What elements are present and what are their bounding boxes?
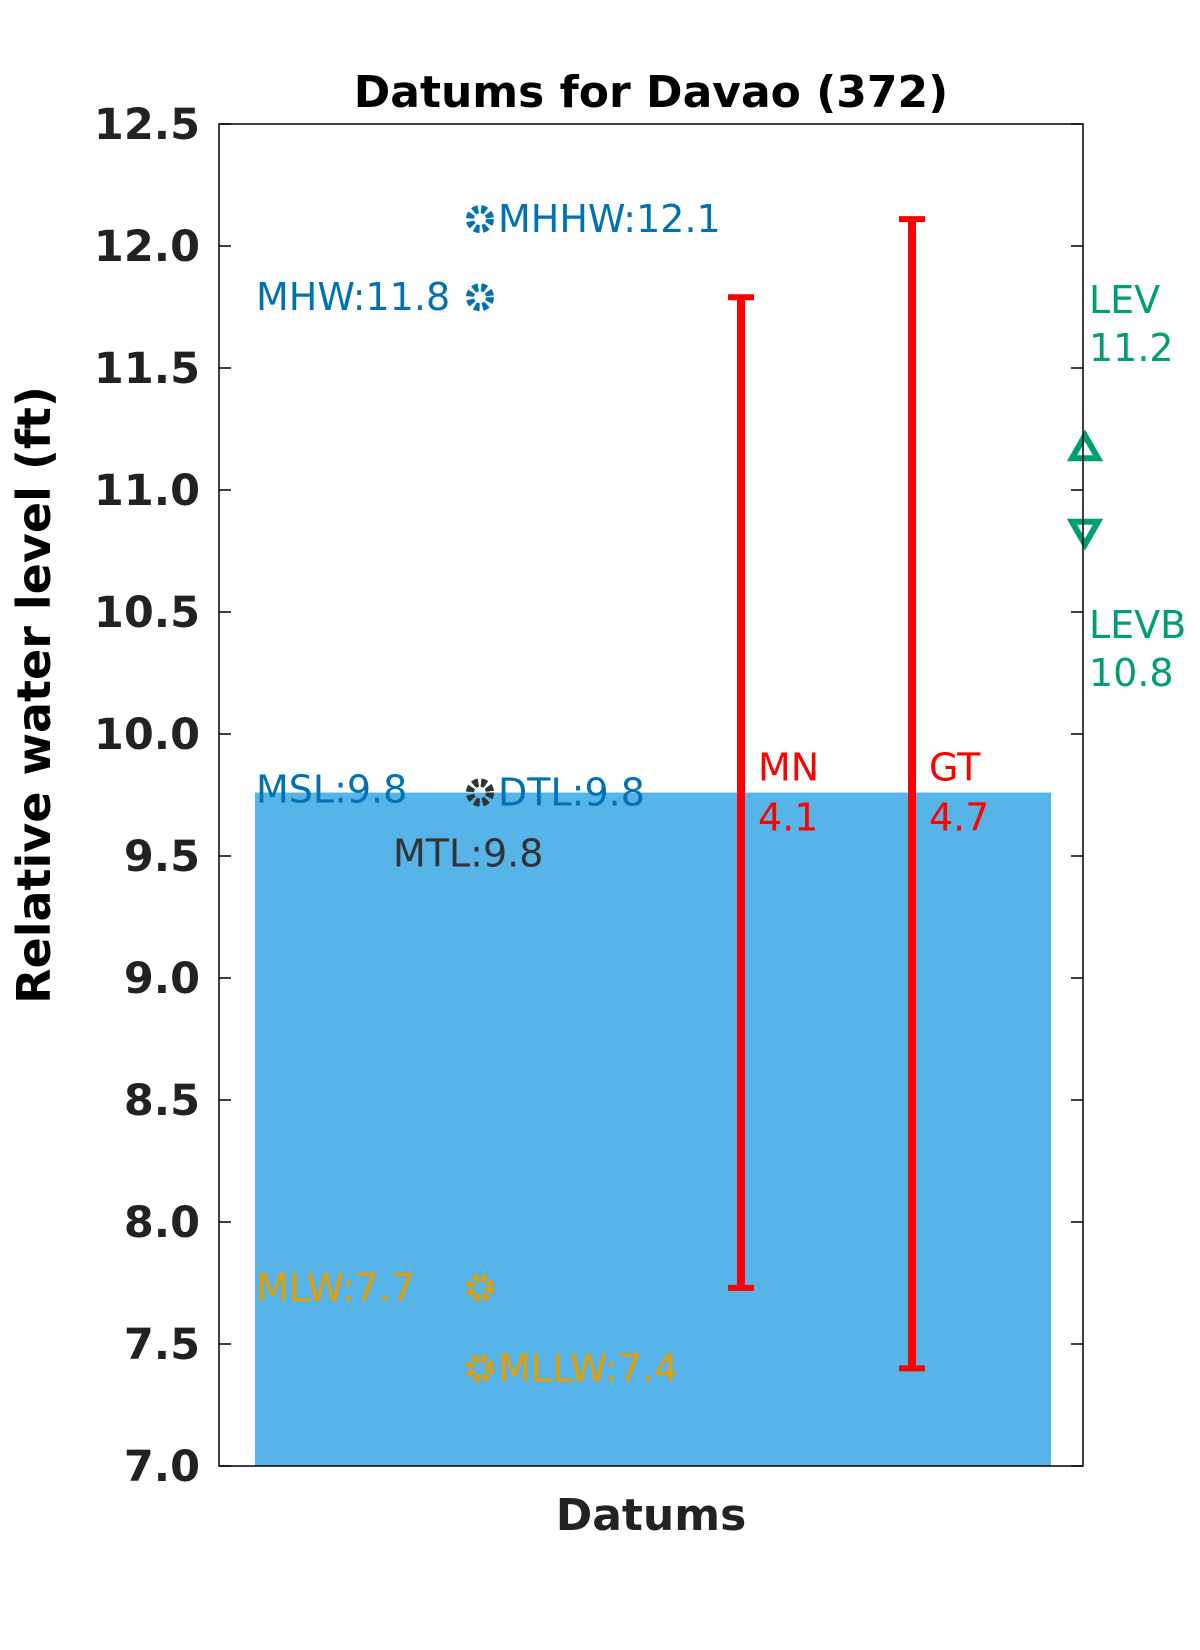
- y-tick-label: 9.0: [124, 954, 200, 1004]
- y-tick-label: 10.0: [94, 710, 200, 760]
- datum-label-msl: MSL:9.8: [256, 768, 407, 812]
- chart-title: Datums for Davao (372): [354, 67, 949, 118]
- datum-marker-mhw: [466, 283, 494, 312]
- point-layer: MHHW:12.1 MHW:11.8 DTL:9.8 MSL:9.8 MTL:9.8 ML…: [256, 197, 721, 1390]
- extreme-value-lev: 11.2: [1089, 326, 1174, 370]
- y-tick-label: 12.5: [94, 100, 200, 150]
- range-name-mn: MN: [758, 746, 819, 790]
- y-axis-ticks: 7.0 7.5 8.0 8.5 9.0 9.5 10.0 10.5 11.0 11.5 12.0 12…: [94, 100, 1083, 1492]
- extreme-marker-levb: [1066, 518, 1104, 551]
- y-tick-label: 7.5: [124, 1320, 200, 1370]
- range-value-mn: 4.1: [758, 796, 818, 840]
- extreme-marker-lev: [1066, 429, 1104, 462]
- y-tick-label: 11.0: [94, 466, 200, 516]
- range-layer: MN 4.1 GT 4.7: [728, 216, 989, 1372]
- bar-layer: [255, 792, 1051, 1466]
- datum-marker-mlw: [466, 1273, 494, 1302]
- extreme-name-lev: LEV: [1089, 278, 1160, 322]
- y-tick-label: 9.5: [124, 832, 200, 882]
- datum-label-mllw: MLLW:7.4: [498, 1346, 678, 1390]
- plot-frame: [218, 123, 1084, 1467]
- datum-label-mlw: MLW:7.7: [256, 1266, 415, 1310]
- y-tick-label: 11.5: [94, 344, 200, 394]
- msl-bar: [255, 792, 1051, 1466]
- y-axis-label: Relative water level (ft): [7, 386, 61, 1004]
- datum-marker-mllw: [466, 1354, 494, 1383]
- datum-marker-mhhw: [466, 205, 494, 234]
- extreme-value-levb: 10.8: [1089, 651, 1174, 695]
- datum-label-mtl: MTL:9.8: [393, 832, 543, 876]
- y-tick-label: 12.0: [94, 222, 200, 272]
- y-tick-label: 7.0: [124, 1442, 200, 1492]
- datum-label-dtl: DTL:9.8: [498, 771, 645, 815]
- datum-marker-mtl: [466, 778, 494, 807]
- y-tick-label: 10.5: [94, 588, 200, 638]
- y-tick-label: 8.5: [124, 1076, 200, 1126]
- y-tick-label: 8.0: [124, 1198, 200, 1248]
- x-axis-label: Datums: [556, 1490, 747, 1541]
- range-value-gt: 4.7: [929, 796, 989, 840]
- datum-label-mhhw: MHHW:12.1: [498, 197, 721, 241]
- range-name-gt: GT: [929, 746, 981, 790]
- extreme-name-levb: LEVB: [1089, 603, 1186, 647]
- datum-label-mhw: MHW:11.8: [256, 275, 450, 319]
